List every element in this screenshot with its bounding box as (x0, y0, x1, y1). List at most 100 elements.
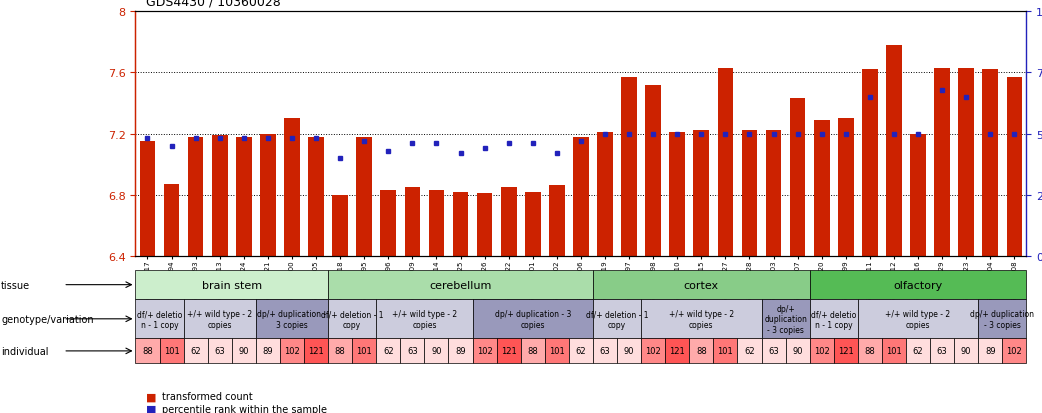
Bar (231, 339, 256, 363)
Bar (280, 339, 304, 363)
Bar (135, 271, 328, 299)
Text: cortex: cortex (684, 280, 719, 290)
Text: 88: 88 (696, 347, 706, 356)
Text: 88: 88 (334, 347, 346, 356)
Bar (525, 192, 541, 256)
Bar (356, 137, 372, 256)
Bar (135, 339, 159, 363)
Bar (328, 299, 376, 339)
Text: df/+ deletion - 1
copy: df/+ deletion - 1 copy (321, 309, 383, 329)
Bar (858, 299, 978, 339)
Text: dp/+ duplication
- 3 copies: dp/+ duplication - 3 copies (970, 309, 1035, 329)
Bar (838, 119, 853, 256)
Bar (593, 299, 641, 339)
Bar (810, 299, 858, 339)
Bar (256, 339, 280, 363)
Bar (183, 339, 207, 363)
Bar (1007, 78, 1022, 256)
Bar (424, 339, 448, 363)
Bar (352, 339, 376, 363)
Text: 101: 101 (549, 347, 565, 356)
Text: 62: 62 (383, 347, 394, 356)
Text: 88: 88 (142, 347, 153, 356)
Text: 63: 63 (768, 347, 779, 356)
Bar (786, 339, 810, 363)
Bar (164, 185, 179, 256)
Bar (762, 339, 786, 363)
Bar (983, 70, 998, 256)
Text: percentile rank within the sample: percentile rank within the sample (162, 404, 326, 413)
Bar (235, 137, 251, 256)
Bar (810, 271, 1026, 299)
Text: +/+ wild type - 2
copies: +/+ wild type - 2 copies (392, 309, 457, 329)
Text: 101: 101 (718, 347, 734, 356)
Bar (593, 271, 810, 299)
Bar (978, 299, 1026, 339)
Bar (497, 339, 521, 363)
Text: GDS4430 / 10360028: GDS4430 / 10360028 (146, 0, 280, 8)
Bar (935, 69, 950, 256)
Text: 102: 102 (814, 347, 829, 356)
Text: ■: ■ (146, 392, 156, 401)
Bar (931, 339, 954, 363)
Text: 90: 90 (961, 347, 971, 356)
Bar (376, 299, 473, 339)
Bar (617, 339, 641, 363)
Text: 89: 89 (985, 347, 995, 356)
Bar (858, 339, 882, 363)
Text: 89: 89 (263, 347, 273, 356)
Bar (140, 142, 155, 256)
Bar (834, 339, 858, 363)
Bar (954, 339, 978, 363)
Bar (521, 339, 545, 363)
Bar (256, 299, 328, 339)
Bar (477, 194, 493, 256)
Bar (814, 121, 829, 256)
Text: df/+ deletio
n - 1 copy: df/+ deletio n - 1 copy (811, 309, 857, 329)
Bar (308, 137, 324, 256)
Bar (978, 339, 1002, 363)
Bar (738, 339, 762, 363)
Bar (284, 119, 300, 256)
Bar (905, 339, 931, 363)
Bar (641, 299, 762, 339)
Text: 62: 62 (575, 347, 587, 356)
Text: 89: 89 (455, 347, 466, 356)
Text: individual: individual (1, 346, 49, 356)
Bar (718, 69, 734, 256)
Text: 62: 62 (744, 347, 754, 356)
Text: 88: 88 (865, 347, 875, 356)
Text: df/+ deletio
n - 1 copy: df/+ deletio n - 1 copy (137, 309, 182, 329)
Bar (207, 339, 231, 363)
Text: 63: 63 (215, 347, 225, 356)
Bar (188, 137, 203, 256)
Text: 121: 121 (669, 347, 685, 356)
Text: 102: 102 (477, 347, 493, 356)
Text: 121: 121 (501, 347, 517, 356)
Text: 101: 101 (164, 347, 179, 356)
Text: 101: 101 (356, 347, 372, 356)
Bar (452, 192, 468, 256)
Bar (501, 188, 517, 256)
Bar (790, 99, 805, 256)
Text: cerebellum: cerebellum (429, 280, 492, 290)
Text: 121: 121 (838, 347, 853, 356)
Text: df/+ deletion - 1
copy: df/+ deletion - 1 copy (586, 309, 648, 329)
Bar (549, 186, 565, 256)
Text: transformed count: transformed count (162, 392, 252, 401)
Bar (742, 131, 758, 256)
Bar (428, 190, 444, 256)
Bar (328, 339, 352, 363)
Text: brain stem: brain stem (202, 280, 262, 290)
Bar (669, 133, 685, 256)
Text: dp/+ duplication - 3
copies: dp/+ duplication - 3 copies (495, 309, 571, 329)
Bar (694, 131, 710, 256)
Bar (762, 299, 810, 339)
Text: 90: 90 (431, 347, 442, 356)
Text: 63: 63 (407, 347, 418, 356)
Text: 62: 62 (191, 347, 201, 356)
Text: 102: 102 (1007, 347, 1022, 356)
Bar (573, 137, 589, 256)
Bar (641, 339, 665, 363)
Text: 121: 121 (308, 347, 324, 356)
